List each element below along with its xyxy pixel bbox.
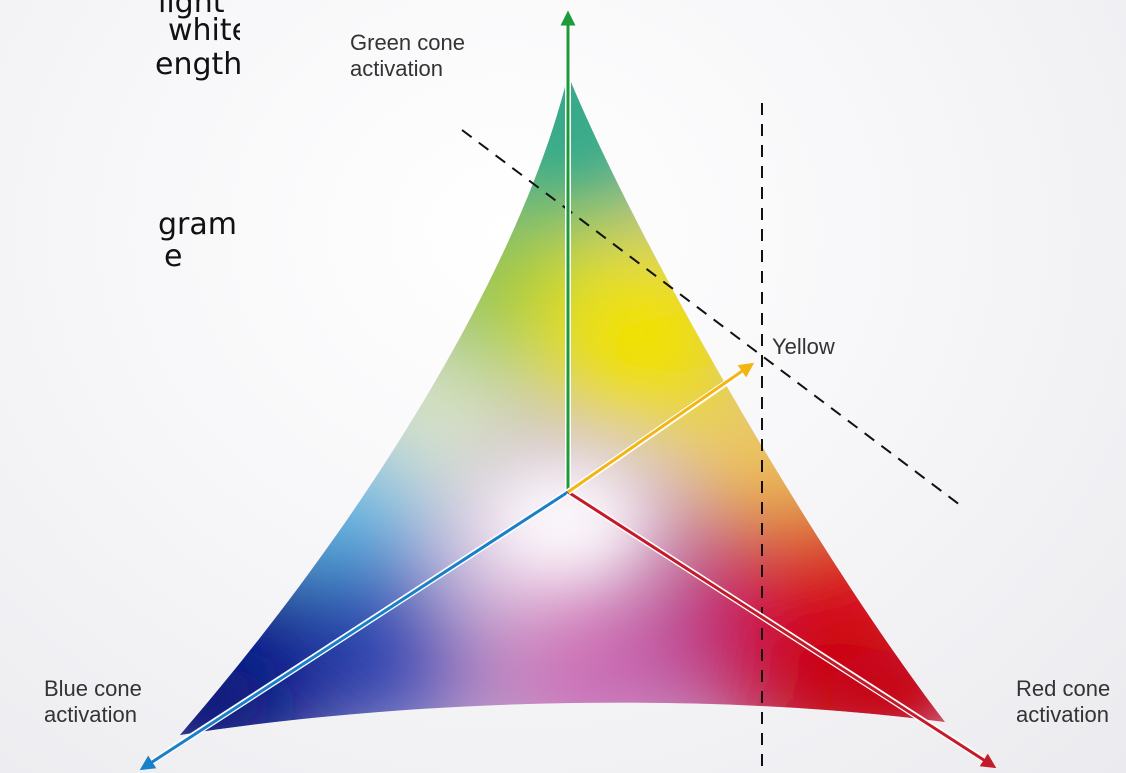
blue-axis-arrow [139,489,570,771]
red-axis-arrow [566,489,997,769]
slide-text-line-5: e [164,239,183,274]
color-gamut-triangle [180,75,945,735]
slide-text-line-3: engths [155,47,240,82]
blue-cone-label: Blue cone activation [44,676,142,727]
slide-text-line-1: light [158,0,225,20]
yellow-vector-arrow [566,362,755,495]
red-cone-label: Red cone activation [1016,676,1111,727]
green-cone-label: Green cone activation [350,30,465,81]
yellow-label: Yellow [772,334,835,359]
slide-text-line-4: gram - [158,207,240,242]
